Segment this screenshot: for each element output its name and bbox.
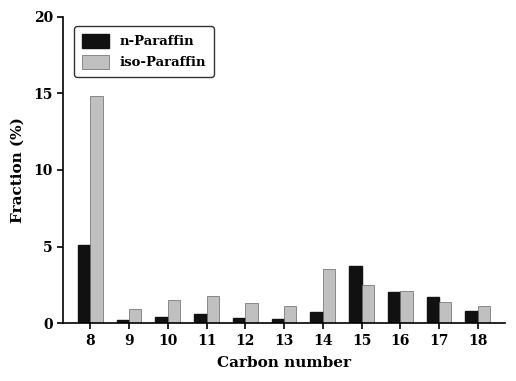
- Bar: [465, 311, 478, 323]
- Bar: [155, 317, 168, 323]
- Bar: [117, 320, 129, 323]
- Bar: [439, 302, 452, 323]
- Bar: [78, 245, 90, 323]
- Bar: [129, 309, 141, 323]
- Y-axis label: Fraction (%): Fraction (%): [11, 117, 25, 223]
- Bar: [311, 312, 323, 323]
- Legend: n-Paraffin, iso-Paraffin: n-Paraffin, iso-Paraffin: [74, 26, 214, 77]
- Bar: [271, 319, 284, 323]
- X-axis label: Carbon number: Carbon number: [217, 356, 351, 370]
- Bar: [362, 285, 374, 323]
- Bar: [388, 293, 400, 323]
- Bar: [284, 306, 297, 323]
- Bar: [349, 266, 362, 323]
- Bar: [168, 300, 180, 323]
- Bar: [206, 296, 219, 323]
- Bar: [245, 303, 257, 323]
- Bar: [478, 306, 490, 323]
- Bar: [194, 314, 206, 323]
- Bar: [323, 269, 335, 323]
- Bar: [233, 318, 245, 323]
- Bar: [427, 297, 439, 323]
- Bar: [90, 96, 103, 323]
- Bar: [400, 291, 413, 323]
